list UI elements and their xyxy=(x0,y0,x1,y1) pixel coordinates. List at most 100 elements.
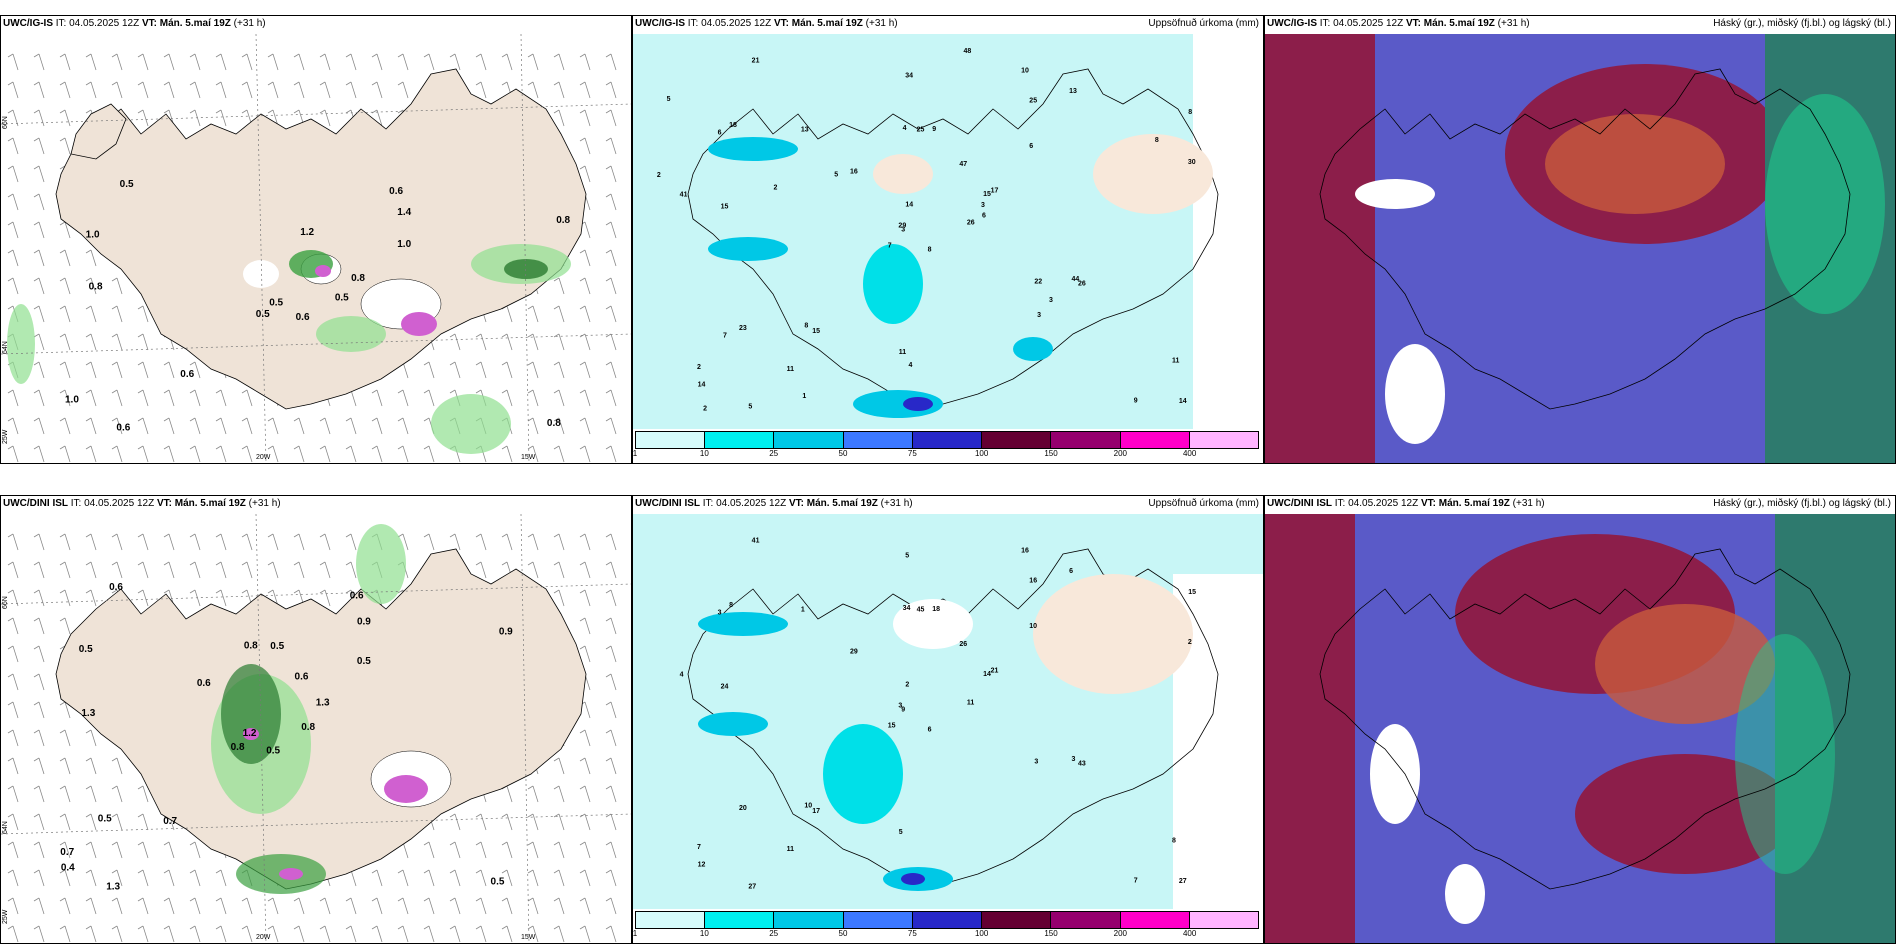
wind-barb-staff xyxy=(38,701,45,719)
wind-barb-flag xyxy=(423,533,430,538)
wind-barb-staff xyxy=(220,589,227,607)
precip-value: 11 xyxy=(967,699,975,706)
wind-barb-staff xyxy=(142,389,149,407)
wind-barb-flag xyxy=(85,81,92,86)
wind-barb-staff xyxy=(220,897,227,915)
wind-barb-staff xyxy=(324,53,331,71)
wind-barb-flag xyxy=(215,109,222,114)
precip-value: 12 xyxy=(698,862,706,869)
wind-barb-flag xyxy=(85,333,92,338)
wind-barb-staff xyxy=(142,841,149,859)
wind-barb-flag xyxy=(59,729,66,734)
precip-value: 1.0 xyxy=(86,229,100,240)
wind-barb-flag xyxy=(475,53,482,58)
wind-barb-staff xyxy=(64,389,71,407)
wind-barb-flag xyxy=(7,617,14,622)
wind-barb-flag xyxy=(423,445,430,450)
wind-barb-flag xyxy=(33,361,40,366)
wind-barb-flag xyxy=(605,305,612,310)
gridline xyxy=(520,514,530,943)
wind-barb-staff xyxy=(532,869,539,887)
model-name: UWC/DINI ISL xyxy=(1267,498,1332,509)
wind-barb-staff xyxy=(584,757,591,775)
precip-value: 0.5 xyxy=(79,644,93,655)
wind-barb-flag xyxy=(475,841,482,846)
wind-barb-staff xyxy=(142,445,149,463)
wind-barb-staff xyxy=(64,109,71,127)
wind-barb-flag xyxy=(319,81,326,86)
map-panel-clouds-igis: UWC/IG-IS IT: 04.05.2025 12Z VT: Mán. 5.… xyxy=(1264,15,1896,464)
wind-barb-flag xyxy=(189,81,196,86)
wind-barb-staff xyxy=(90,533,97,551)
wind-barb-staff xyxy=(64,785,71,803)
valid-time: VT: Mán. 5.maí 19Z xyxy=(1405,18,1495,29)
wind-barb-flag xyxy=(397,417,404,422)
precip-value: 27 xyxy=(748,884,756,891)
wind-barb-staff xyxy=(116,841,123,859)
wind-barb-flag xyxy=(7,445,14,450)
wind-barb-flag xyxy=(215,589,222,594)
wind-barb-flag xyxy=(215,81,222,86)
wind-barb-staff xyxy=(64,445,71,463)
iceland-land xyxy=(55,548,587,890)
wind-barb-flag xyxy=(85,869,92,874)
wind-barb-flag xyxy=(553,785,560,790)
wind-barb-staff xyxy=(12,81,19,99)
wind-barb-staff xyxy=(532,785,539,803)
wind-barb-flag xyxy=(371,389,378,394)
wind-barb-staff xyxy=(142,869,149,887)
heavy-precip xyxy=(279,868,303,880)
panel-subtitle: Háský (gr.), miðský (fj.bl.) og lágský (… xyxy=(1713,498,1891,509)
wind-barb-flag xyxy=(553,333,560,338)
wind-barb-flag xyxy=(85,841,92,846)
colorbar-ticks: 1 10 25 50 75 100 150 200 400 xyxy=(633,449,1259,459)
precip-value: 7 xyxy=(1134,877,1138,884)
colorbar-ticks: 1 10 25 50 75 100 150 200 400 xyxy=(633,929,1259,939)
heavy-precip xyxy=(315,265,331,277)
wind-barb-flag xyxy=(371,925,378,930)
wind-barb-flag xyxy=(267,109,274,114)
wind-barb-flag xyxy=(33,841,40,846)
high-cloud xyxy=(1265,34,1375,463)
wind-barb-flag xyxy=(449,813,456,818)
wind-barb-flag xyxy=(33,137,40,142)
wind-barb-flag xyxy=(423,869,430,874)
wind-barb-flag xyxy=(553,53,560,58)
wind-barb-staff xyxy=(558,305,565,323)
precip-value: 7 xyxy=(723,332,727,339)
wind-barb-flag xyxy=(501,925,508,930)
wind-barb-flag xyxy=(345,417,352,422)
wind-barb-flag xyxy=(345,897,352,902)
wind-barb-flag xyxy=(605,389,612,394)
wind-barb-staff xyxy=(194,389,201,407)
wind-barb-flag xyxy=(319,53,326,58)
precip-value: 13 xyxy=(1069,88,1077,95)
wind-barb-staff xyxy=(168,869,175,887)
precip-value: 15 xyxy=(721,203,729,210)
wind-barb-flag xyxy=(345,109,352,114)
wind-barb-flag xyxy=(345,53,352,58)
wind-barb-flag xyxy=(423,897,430,902)
wind-barb-staff xyxy=(610,701,617,719)
map-panel-wind-dini: UWC/DINI ISL IT: 04.05.2025 12Z VT: Mán.… xyxy=(0,495,632,944)
wind-barb-flag xyxy=(59,445,66,450)
wind-barb-flag xyxy=(111,333,118,338)
precip-value: 3 xyxy=(1034,758,1038,765)
precip-value: 3 xyxy=(901,226,905,233)
wind-barb-flag xyxy=(163,417,170,422)
precip-value: 15 xyxy=(1188,589,1196,596)
precip-area xyxy=(316,316,386,352)
wind-barb-flag xyxy=(137,533,144,538)
wind-barb-flag xyxy=(137,81,144,86)
wind-barb-staff xyxy=(324,561,331,579)
wind-barb-staff xyxy=(454,869,461,887)
precip-value: 20 xyxy=(739,805,747,812)
wind-barb-staff xyxy=(324,897,331,915)
precip-value: 14 xyxy=(905,202,913,209)
gridline xyxy=(1,103,631,125)
wind-barb-flag xyxy=(553,81,560,86)
wind-barb-staff xyxy=(116,53,123,71)
wind-barb-staff xyxy=(64,81,71,99)
init-time: IT: 04.05.2025 12Z xyxy=(702,498,787,509)
precip-value: 0.8 xyxy=(547,418,561,429)
